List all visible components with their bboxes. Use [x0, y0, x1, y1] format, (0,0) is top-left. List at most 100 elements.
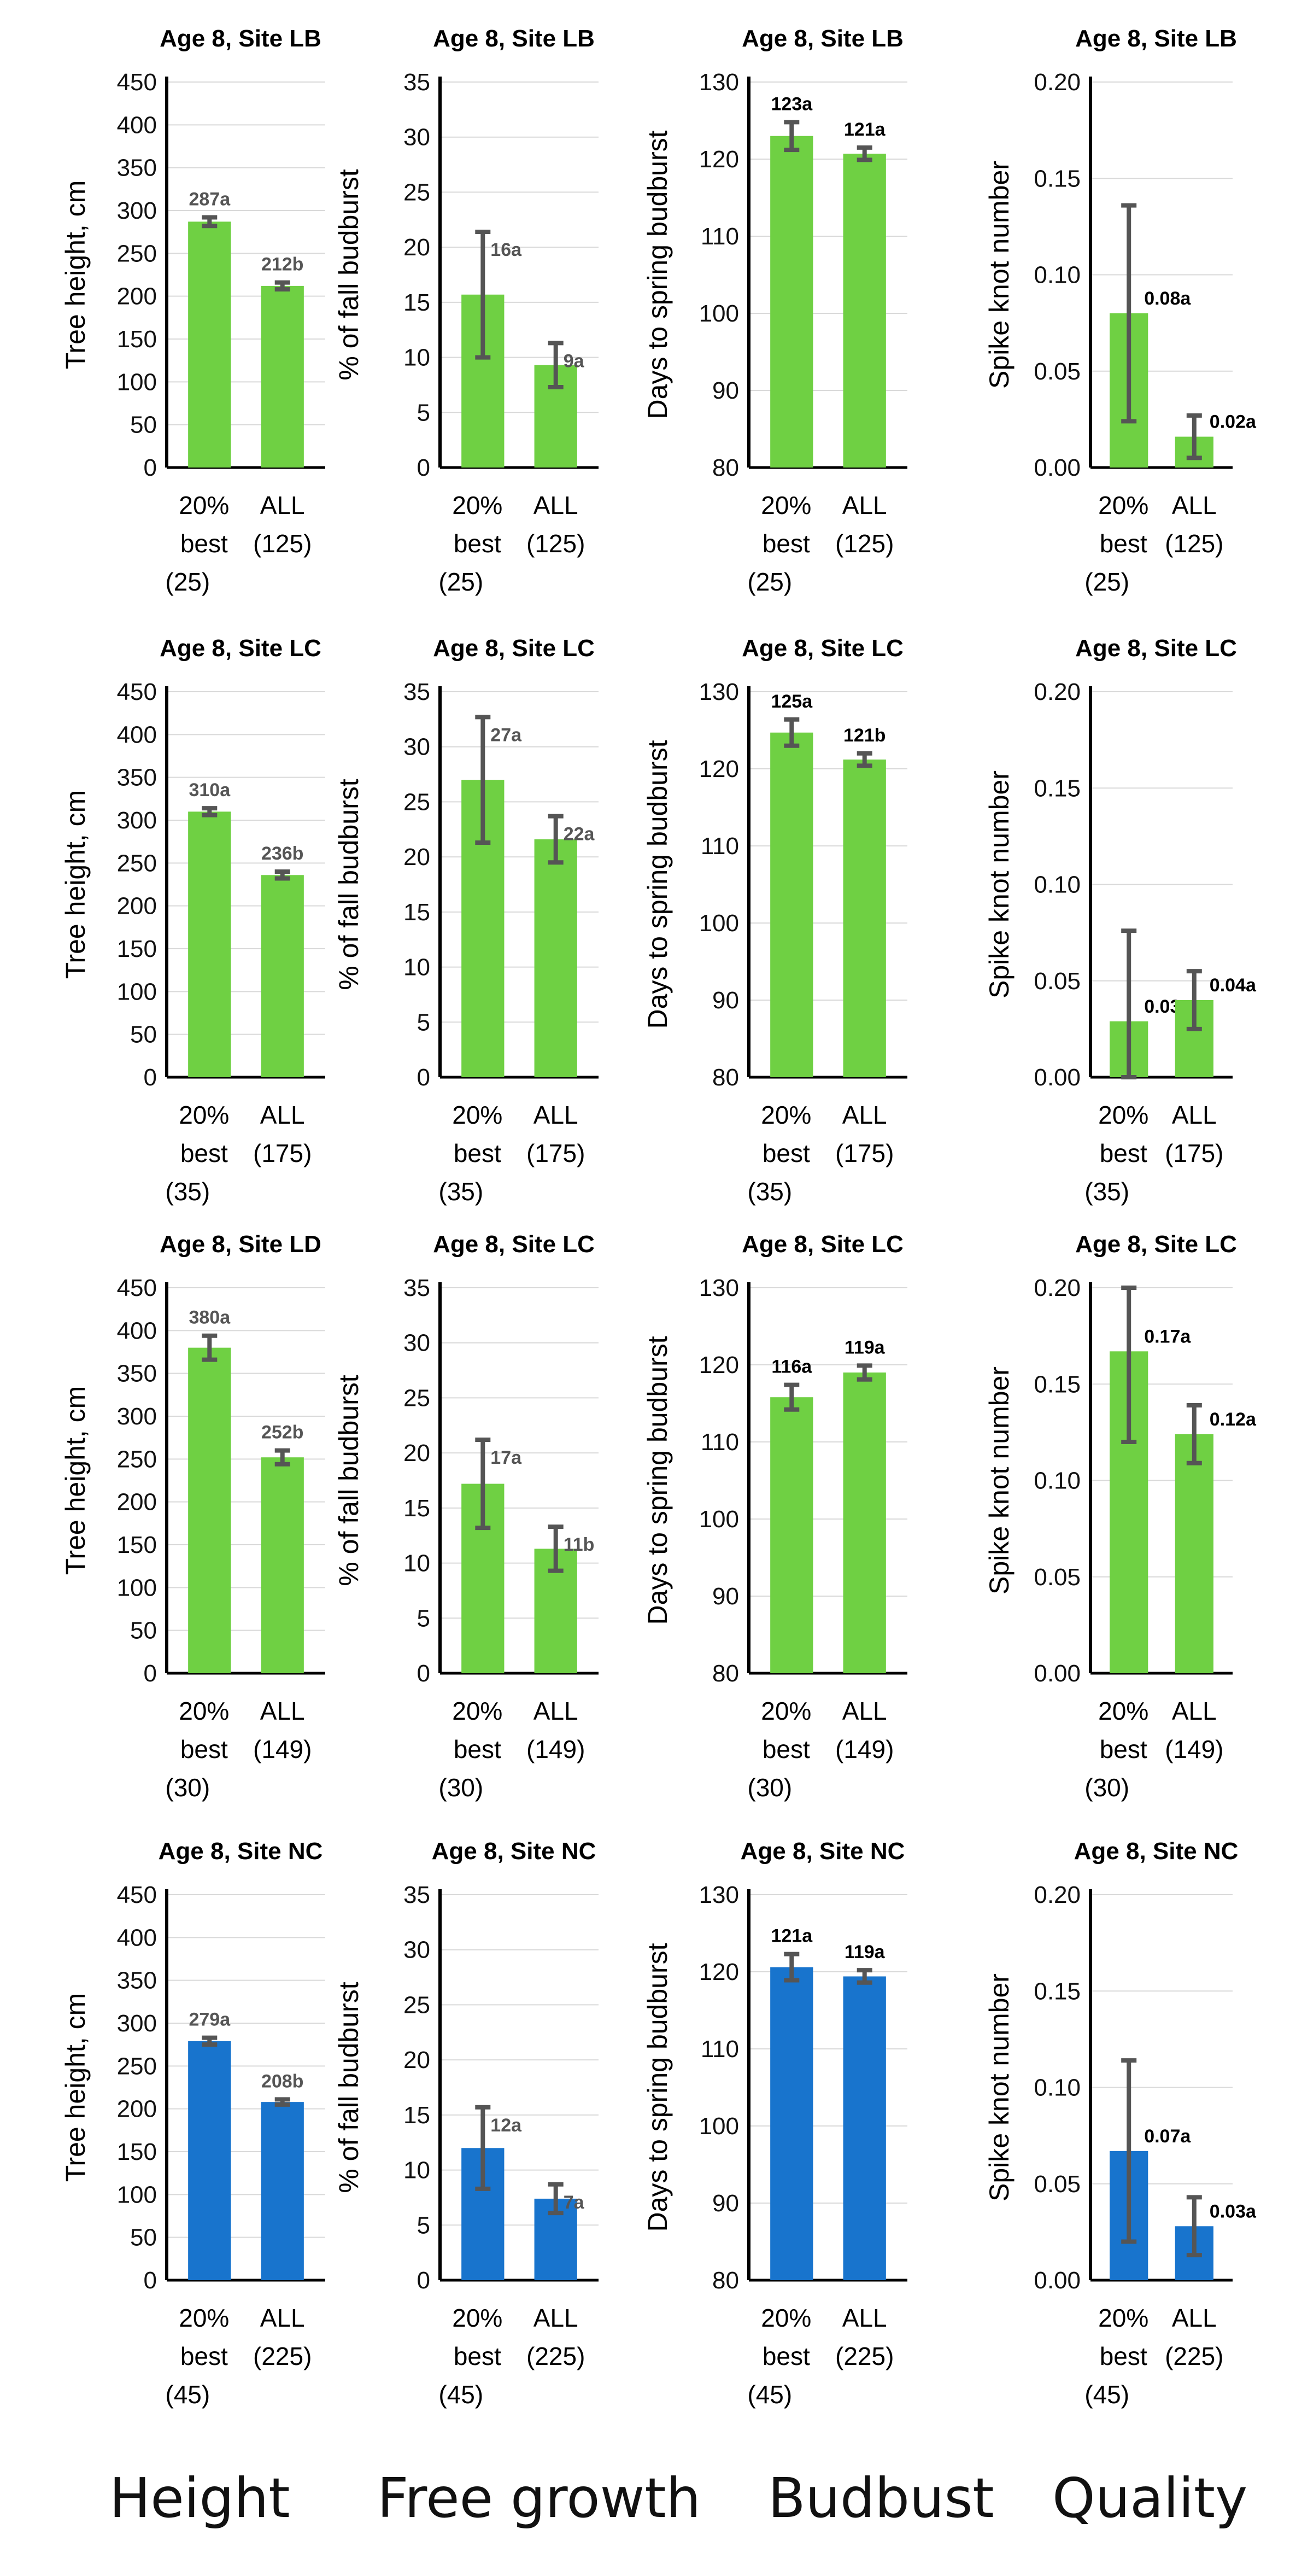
y-tick-label: 150 — [117, 326, 157, 353]
y-tick-label: 120 — [699, 1959, 739, 1985]
y-tick-label: 150 — [117, 936, 157, 962]
x-tick-label-line: best — [763, 1735, 810, 1763]
x-tick-label: ALL (225) — [835, 2304, 894, 2370]
y-tick-label: 300 — [117, 807, 157, 834]
chart-title: Age 8, Site LB — [160, 25, 321, 52]
data-label: 208b — [261, 2071, 304, 2092]
y-tick-label: 350 — [117, 764, 157, 791]
y-axis-label: % of fall budburst — [333, 779, 364, 990]
y-axis-label: Spike knot number — [984, 161, 1015, 389]
y-tick-label: 30 — [403, 124, 430, 151]
y-tick-label: 110 — [701, 223, 739, 250]
chart-title: Age 8, Site LD — [160, 1231, 321, 1258]
y-tick-label: 250 — [117, 850, 157, 877]
bar — [770, 1967, 813, 2280]
y-tick-label: 10 — [403, 2157, 430, 2184]
y-tick-label: 0.00 — [1034, 1064, 1081, 1091]
figure: 0 50 100 150 200 250 300 350 400 450 Age 8, Site L… — [0, 0, 1290, 2573]
y-tick-label: 450 — [117, 1882, 157, 1908]
y-tick-label: 0.00 — [1034, 2267, 1081, 2294]
x-tick-label-line: (175) — [835, 1139, 894, 1167]
x-tick-label-line: 20% — [179, 491, 229, 519]
data-label: 0.08a — [1144, 288, 1191, 309]
y-tick-label: 35 — [403, 1275, 430, 1301]
x-tick-label-line: (25) — [165, 568, 210, 596]
x-tick-label-line: (30) — [165, 1773, 210, 1802]
x-tick-label: 20% best (30) — [165, 1697, 229, 1802]
y-tick-label: 30 — [403, 734, 430, 761]
y-tick-label: 25 — [403, 179, 430, 206]
y-tick-label: 50 — [130, 1617, 157, 1644]
footer-label-free-growth: Free growth — [377, 2466, 701, 2530]
x-tick-label-line: (125) — [835, 529, 894, 558]
data-label: 116a — [771, 1357, 812, 1377]
x-tick-label-line: ALL — [842, 1697, 887, 1725]
data-label: 11b — [564, 1534, 595, 1555]
x-tick-label-line: 20% — [1098, 2304, 1148, 2332]
y-tick-label: 25 — [403, 1385, 430, 1411]
data-label: 0.04a — [1210, 975, 1257, 996]
y-tick-label: 50 — [130, 412, 157, 439]
x-tick-label-line: (45) — [438, 2380, 483, 2409]
chart-title: Age 8, Site LC — [433, 635, 595, 662]
chart-panel-11: 0.00 0.05 0.10 0.15 0.20 Age 8, Site LC Spike … — [984, 1231, 1257, 1802]
y-tick-label: 150 — [117, 2139, 157, 2165]
x-tick-label: 20% best (35) — [747, 1101, 811, 1206]
x-tick-label-line: 20% — [761, 2304, 811, 2332]
y-tick-label: 80 — [712, 1064, 739, 1091]
x-tick-label-line: (35) — [1084, 1177, 1129, 1206]
x-tick-label-line: (35) — [165, 1177, 210, 1206]
y-tick-label: 0.05 — [1034, 358, 1081, 385]
y-tick-label: 400 — [117, 1924, 157, 1951]
y-tick-label: 80 — [712, 2267, 739, 2294]
x-tick-label-line: (45) — [747, 2380, 792, 2409]
x-tick-label: 20% best (35) — [438, 1101, 502, 1206]
bar — [188, 1348, 231, 1673]
y-tick-label: 200 — [117, 2096, 157, 2123]
y-tick-label: 0.20 — [1034, 1882, 1081, 1908]
x-tick-label-line: 20% — [179, 1101, 229, 1129]
y-tick-label: 0.15 — [1034, 1371, 1081, 1398]
x-tick-label-line: (149) — [526, 1735, 585, 1763]
y-tick-label: 100 — [117, 2181, 157, 2208]
bar — [188, 2041, 231, 2280]
y-tick-label: 5 — [417, 2212, 430, 2239]
x-tick-label-line: 20% — [1098, 491, 1148, 519]
chart-title: Age 8, Site LC — [1075, 1231, 1237, 1258]
chart-title: Age 8, Site LC — [742, 635, 904, 662]
bar — [261, 1457, 304, 1673]
y-axis-label: % of fall budburst — [333, 169, 364, 380]
x-tick-label-line: best — [1100, 1139, 1147, 1167]
x-tick-label: ALL (125) — [1165, 491, 1223, 558]
y-tick-label: 250 — [117, 240, 157, 267]
y-axis-label: Tree height, cm — [60, 790, 91, 979]
y-tick-label: 400 — [117, 721, 157, 748]
y-tick-label: 110 — [701, 1429, 739, 1456]
y-tick-label: 0 — [144, 454, 157, 481]
y-tick-label: 120 — [699, 146, 739, 173]
y-tick-label: 120 — [699, 1352, 739, 1378]
x-tick-label: ALL (125) — [526, 491, 585, 558]
y-axis-label: Tree height, cm — [60, 1993, 91, 2182]
x-tick-label-line: best — [763, 529, 810, 558]
data-label: 0.17a — [1144, 1326, 1191, 1347]
x-tick-label: 20% best (30) — [747, 1697, 811, 1802]
x-tick-label-line: 20% — [761, 1101, 811, 1129]
chart-panel-15: 0.00 0.05 0.10 0.15 0.20 Age 8, Site NC Spike … — [984, 1838, 1257, 2409]
y-tick-label: 100 — [699, 1506, 739, 1533]
y-tick-label: 450 — [117, 69, 157, 96]
y-tick-label: 50 — [130, 2224, 157, 2251]
y-tick-label: 0.00 — [1034, 454, 1081, 481]
y-tick-label: 200 — [117, 1489, 157, 1516]
y-tick-label: 25 — [403, 1991, 430, 2018]
x-tick-label-line: (175) — [526, 1139, 585, 1167]
x-tick-label: ALL (125) — [835, 491, 894, 558]
x-tick-label-line: best — [1100, 1735, 1147, 1763]
y-tick-label: 15 — [403, 289, 430, 316]
